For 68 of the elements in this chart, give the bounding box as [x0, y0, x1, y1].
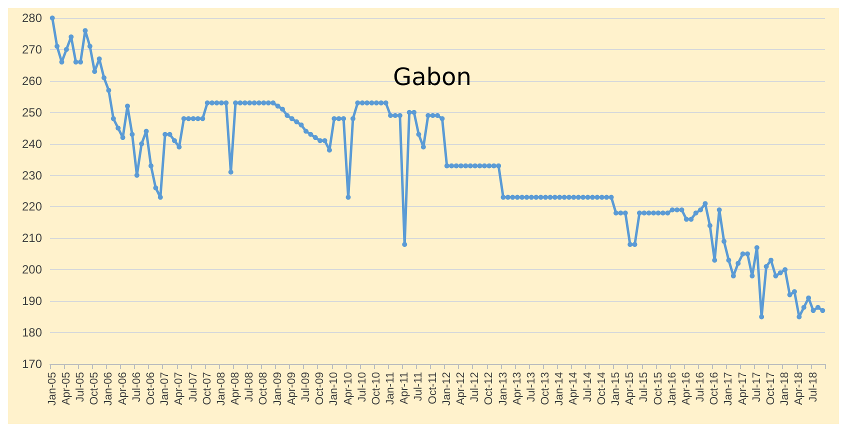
x-tick-label: Jan-06 — [102, 372, 115, 406]
x-tick-label: Apr-13 — [511, 372, 524, 406]
y-tick-label: 180 — [22, 326, 42, 340]
x-tick-label: Apr-07 — [173, 372, 186, 406]
x-tick-label: Apr-06 — [116, 372, 129, 406]
x-tick-label: Jul-16 — [694, 372, 707, 402]
x-tick-label: Jan-05 — [46, 372, 58, 406]
x-tick-label: Jan-10 — [328, 372, 340, 406]
x-tick-label: Oct-14 — [596, 372, 608, 406]
y-tick-label: 250 — [22, 105, 42, 120]
x-tick-label: Oct-08 — [258, 372, 270, 406]
x-tick-label: Apr-08 — [230, 372, 242, 406]
x-tick-label: Apr-10 — [342, 372, 354, 406]
x-tick-label: Oct-15 — [652, 372, 664, 406]
x-tick-label: Jan-08 — [215, 372, 228, 406]
x-tick-label: Oct-16 — [708, 372, 721, 406]
y-tick-label: 220 — [22, 200, 42, 214]
x-tick-label: Jul-17 — [750, 372, 763, 402]
x-tick-label: Jul-05 — [74, 372, 87, 402]
x-tick-label: Apr-17 — [736, 372, 749, 406]
y-tick-label: 210 — [22, 231, 42, 246]
x-tick-label: Apr-16 — [680, 372, 692, 406]
text: Gabon — [393, 63, 472, 91]
x-tick-label: Jan-07 — [159, 372, 172, 406]
y-tick-label: 260 — [22, 74, 42, 88]
x-tick-label: Jan-15 — [610, 372, 622, 406]
x-tick-label: Jan-12 — [440, 372, 453, 406]
x-tick-label: Oct-12 — [483, 372, 496, 406]
x-tick-label: Apr-12 — [454, 372, 467, 406]
x-tick-label: Jan-09 — [272, 372, 284, 406]
x-tick-label: Apr-09 — [286, 372, 298, 406]
y-tick-label: 270 — [22, 42, 42, 56]
x-tick-label: Oct-11 — [426, 372, 439, 404]
x-tick-label: Apr-11 — [398, 372, 411, 404]
x-tick-label: Oct-10 — [370, 372, 382, 406]
x-tick-label: Jan-17 — [722, 372, 735, 406]
x-tick-label: Oct-05 — [88, 372, 101, 406]
x-tick-label: Jul-13 — [525, 372, 538, 402]
y-tick-label: 240 — [22, 136, 42, 151]
x-tick-label: Oct-17 — [764, 372, 777, 406]
x-tick-label: Jan-11 — [384, 372, 397, 405]
x-tick-label: Jan-13 — [497, 372, 510, 406]
x-tick-label: Oct-06 — [144, 372, 157, 406]
x-tick-label: Jul-07 — [187, 372, 200, 402]
x-tick-label: Jan-16 — [666, 372, 678, 406]
x-tick-label: Jan-14 — [554, 372, 566, 406]
x-tick-label: Apr-05 — [60, 372, 72, 406]
x-tick-label: Jul-09 — [300, 372, 312, 402]
x-tick-label: Jul-08 — [244, 372, 256, 402]
x-tick-label: Jul-06 — [130, 372, 143, 402]
x-tick-label: Jul-14 — [582, 372, 594, 402]
x-tick-label: Oct-13 — [540, 372, 552, 406]
x-tick-label: Jul-18 — [807, 372, 820, 402]
y-tick-label: 190 — [22, 294, 42, 308]
y-tick-label: 280 — [22, 11, 42, 25]
x-tick-label: Jul-10 — [356, 372, 368, 402]
x-tick-label: Oct-09 — [314, 372, 326, 406]
y-tick-label: 230 — [22, 168, 42, 182]
x-tick-label: Jul-11 — [412, 372, 425, 402]
x-tick-label: Oct-07 — [201, 372, 214, 406]
x-tick-label: Apr-15 — [624, 372, 636, 406]
x-tick-label: Jul-12 — [469, 372, 482, 402]
x-tick-label: Jan-18 — [779, 372, 792, 406]
y-tick-label: 200 — [22, 262, 42, 277]
x-tick-label: Jul-15 — [638, 372, 650, 402]
y-tick-label: 170 — [22, 357, 42, 371]
x-tick-label: Apr-14 — [568, 372, 580, 406]
x-tick-label: Apr-18 — [793, 372, 806, 406]
